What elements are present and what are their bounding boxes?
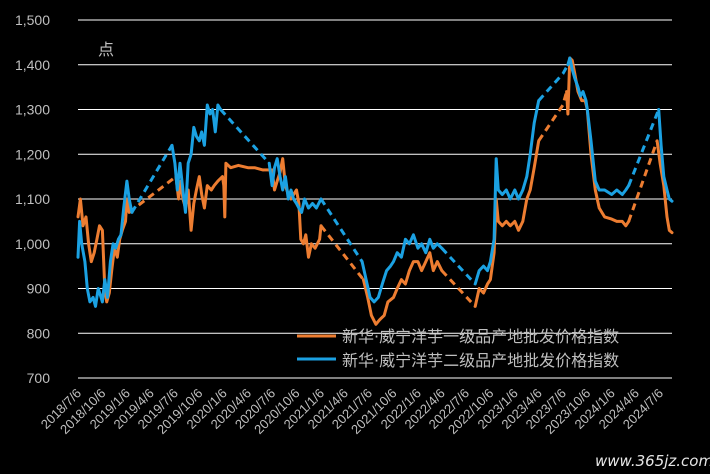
legend: 新华·威宁洋芋一级品产地批发价格指数 新华·威宁洋芋二级品产地批发价格指数: [297, 327, 619, 370]
series-2-solid-segment: [76, 179, 134, 308]
series-2-solid-segment: [267, 157, 323, 214]
series-1-dashed-segment: [440, 269, 477, 308]
y-tick-label: 1,400: [15, 57, 50, 73]
series-2-solid-segment: [566, 56, 631, 196]
series-1-dashed-segment: [128, 175, 177, 214]
y-axis-ticks: 700 800 900 1,000 1,100 1,200 1,300 1,400 1,500: [15, 12, 50, 386]
legend-label-series-1: 新华·威宁洋芋一级品产地批发价格指数: [342, 327, 619, 346]
series-2-dashed-segment: [130, 144, 174, 214]
series-2-dashed-segment: [319, 198, 364, 263]
watermark: www.365jz.com: [595, 452, 710, 470]
y-tick-label: 900: [27, 281, 51, 297]
series-2-solid-segment: [170, 103, 223, 214]
series-2-solid-segment: [360, 233, 444, 304]
y-tick-label: 1,100: [15, 191, 50, 207]
x-axis-ticks: 2018/7/62018/10/62019/1/62019/4/62019/7/…: [38, 386, 666, 438]
series-1-solid-segment: [655, 139, 674, 235]
y-tick-label: 700: [27, 370, 51, 386]
series-2-dashed-segment: [537, 64, 570, 102]
y-tick-label: 1,500: [15, 12, 50, 28]
series-2-dashed-segment: [627, 108, 661, 187]
series-1-solid-segment: [473, 139, 541, 308]
series-1-dashed-segment: [537, 91, 569, 142]
gridlines: [78, 19, 672, 379]
series-1-dashed-segment: [627, 140, 659, 222]
series-2-solid-segment: [473, 99, 541, 286]
series-1: [76, 56, 674, 326]
y-tick-label: 1,000: [15, 236, 50, 252]
y-tick-label: 1,300: [15, 102, 50, 118]
series-2: [76, 56, 674, 308]
series-2-dashed-segment: [219, 108, 271, 165]
series-lines: [76, 56, 674, 326]
y-tick-label: 800: [27, 325, 51, 341]
y-axis-unit-label: 点: [98, 40, 114, 59]
series-2-solid-segment: [657, 108, 674, 203]
y-tick-label: 1,200: [15, 146, 50, 162]
legend-label-series-2: 新华·威宁洋芋二级品产地批发价格指数: [342, 351, 619, 370]
series-2-dashed-segment: [440, 247, 477, 286]
series-1-solid-segment: [361, 251, 444, 326]
